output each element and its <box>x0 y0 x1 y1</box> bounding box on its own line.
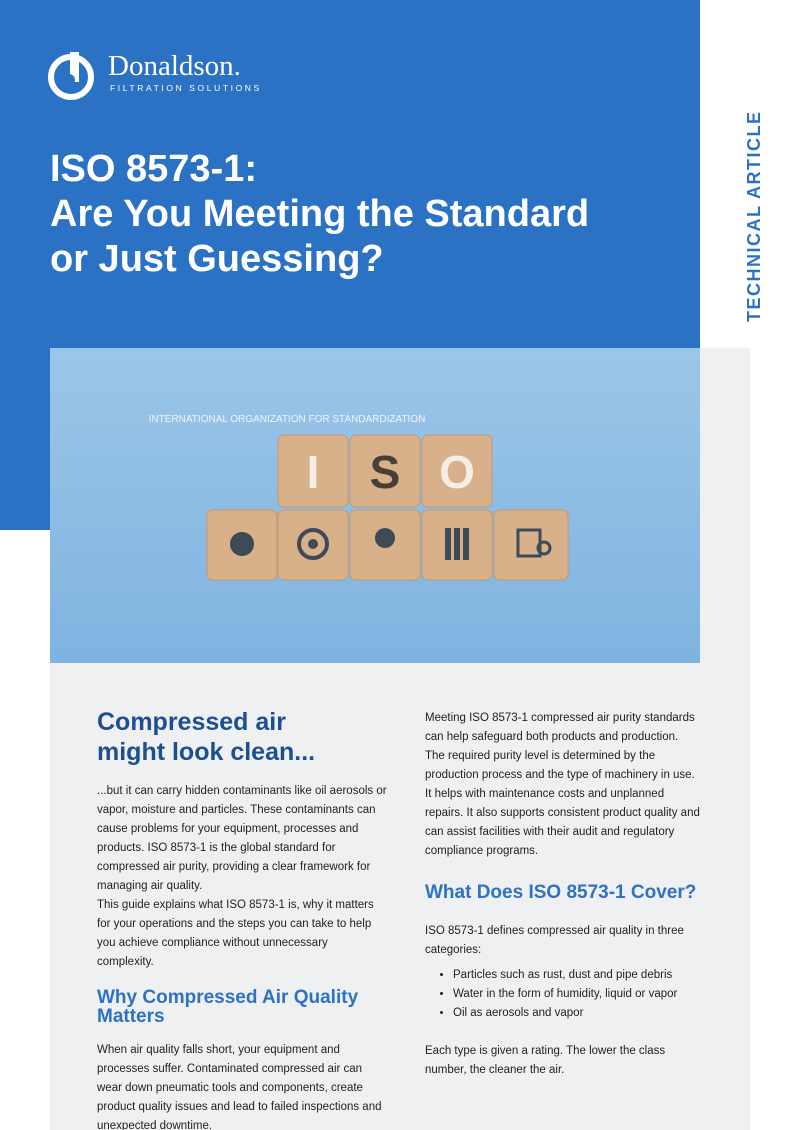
paragraph: Each type is given a rating. The lower t… <box>425 1045 666 1076</box>
cube-letter: S <box>370 446 401 498</box>
title-line: Are You Meeting the Standard <box>50 193 590 235</box>
label: TECHNICAL ARTICLE <box>744 110 764 323</box>
heading: Compressed air might look clean... <box>97 707 387 767</box>
section-heading: Why Compressed Air Quality Matters <box>97 987 359 1027</box>
heading-line: Compressed air <box>97 708 286 736</box>
cube-letter: O <box>439 446 475 498</box>
paragraph: Meeting ISO 8573-1 compressed air purity… <box>425 712 700 857</box>
paragraph: This guide explains what ISO 8573-1 is, … <box>97 899 374 968</box>
logo-tagline: FILTRATION SOLUTIONS <box>110 83 262 93</box>
section-heading: What Does ISO 8573-1 Cover? <box>425 882 697 903</box>
hero-image: INTERNATIONAL ORGANIZATION FOR STANDARDI… <box>50 348 700 663</box>
cube-letter: I <box>307 446 320 498</box>
bullet: Water in the form of humidity, liquid or… <box>453 985 700 1004</box>
title-line: ISO 8573-1: <box>50 148 257 190</box>
paragraph: ISO 8573-1 defines compressed air qualit… <box>425 925 684 956</box>
bullet: Oil as aerosols and vapor <box>453 1004 700 1023</box>
right-column: Meeting ISO 8573-1 compressed air purity… <box>425 709 700 1080</box>
paragraph: When air quality falls short, your equip… <box>97 1044 382 1130</box>
image-caption: INTERNATIONAL ORGANIZATION FOR STANDARDI… <box>149 414 426 425</box>
bullet-list: Particles such as rust, dust and pipe de… <box>425 966 700 1023</box>
bullet: Particles such as rust, dust and pipe de… <box>453 966 700 985</box>
heading-line: might look clean... <box>97 738 316 766</box>
paragraph: ...but it can carry hidden contaminants … <box>97 785 387 892</box>
left-column: Compressed air might look clean... ...but… <box>97 707 387 1130</box>
title: ISO 8573-1: Are You Meeting the Standard… <box>50 147 589 282</box>
title-line: or Just Guessing? <box>50 238 384 280</box>
logo-name: Donaldson. <box>108 50 241 82</box>
logo-mark <box>48 52 94 100</box>
